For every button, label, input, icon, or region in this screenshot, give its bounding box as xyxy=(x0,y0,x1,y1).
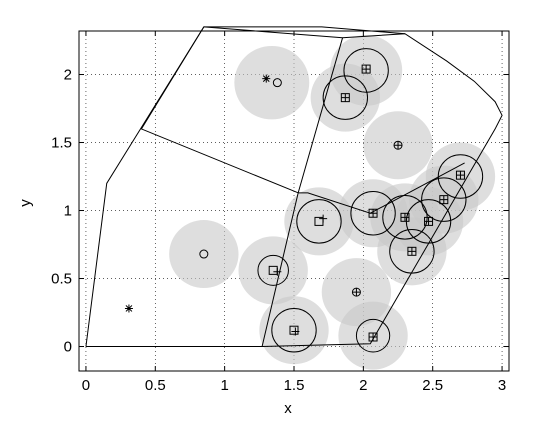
circle-marker xyxy=(351,287,361,297)
sensing-circle xyxy=(271,307,317,353)
coverage-circle xyxy=(169,220,239,289)
x-tick-label: 2 xyxy=(359,377,367,394)
x-axis-label: x xyxy=(284,400,292,417)
star-marker xyxy=(124,304,133,313)
coverage-circle xyxy=(238,236,308,305)
x-tick-label: 2.5 xyxy=(422,377,443,394)
y-tick-label: 0 xyxy=(64,339,72,356)
plus-marker xyxy=(319,214,328,223)
sensing-circle xyxy=(322,75,369,120)
sensing-circle xyxy=(257,254,289,286)
plus-marker xyxy=(400,213,409,222)
x-tick-label: 1 xyxy=(220,377,228,394)
partition-lines xyxy=(85,26,503,348)
x-tick-label: 0 xyxy=(82,377,90,394)
x-tick-label: 1.5 xyxy=(284,377,305,394)
coverage-circle xyxy=(284,187,354,256)
x-tick-label: 3 xyxy=(498,377,506,394)
plus-marker xyxy=(362,65,371,74)
markers xyxy=(124,64,465,342)
partition-line xyxy=(140,26,299,194)
sensing-circle xyxy=(421,177,467,222)
partition-line xyxy=(298,162,465,214)
plus-marker xyxy=(273,267,282,276)
plus-marker xyxy=(394,141,403,150)
square-marker xyxy=(289,325,299,335)
sensing-circle xyxy=(296,199,342,244)
plus-marker xyxy=(424,217,433,226)
axis-ticks: 0 0.5 1 1.5 2 2.5 3 0 0.5 1 1.5 2 xyxy=(51,31,509,394)
coverage-circle xyxy=(259,296,329,365)
sensing-circle xyxy=(355,318,391,353)
partition-line xyxy=(297,37,344,193)
plus-marker xyxy=(291,327,300,336)
partition-line xyxy=(261,192,299,347)
y-tick-label: 0.5 xyxy=(51,271,72,288)
sensing-circle xyxy=(350,190,396,236)
plus-marker xyxy=(369,333,378,341)
sensing-circle xyxy=(389,229,435,274)
star-marker xyxy=(262,74,271,83)
circle-marker xyxy=(393,140,403,150)
plus-marker xyxy=(369,209,378,218)
coverage-circle xyxy=(234,45,310,120)
circle-marker xyxy=(272,78,282,88)
plus-marker xyxy=(407,247,416,256)
y-tick-label: 1 xyxy=(64,203,72,220)
y-tick-label: 2 xyxy=(64,67,72,84)
y-tick-label: 1.5 xyxy=(51,135,72,152)
plus-marker xyxy=(341,93,350,102)
x-tick-label: 0.5 xyxy=(145,377,166,394)
y-axis-label: y xyxy=(17,199,34,207)
sensing-circle xyxy=(437,154,484,199)
sensing-circle xyxy=(343,48,389,93)
circle-marker xyxy=(199,249,209,259)
plus-marker xyxy=(352,288,361,297)
plus-marker xyxy=(439,195,448,204)
plus-marker xyxy=(456,171,465,180)
